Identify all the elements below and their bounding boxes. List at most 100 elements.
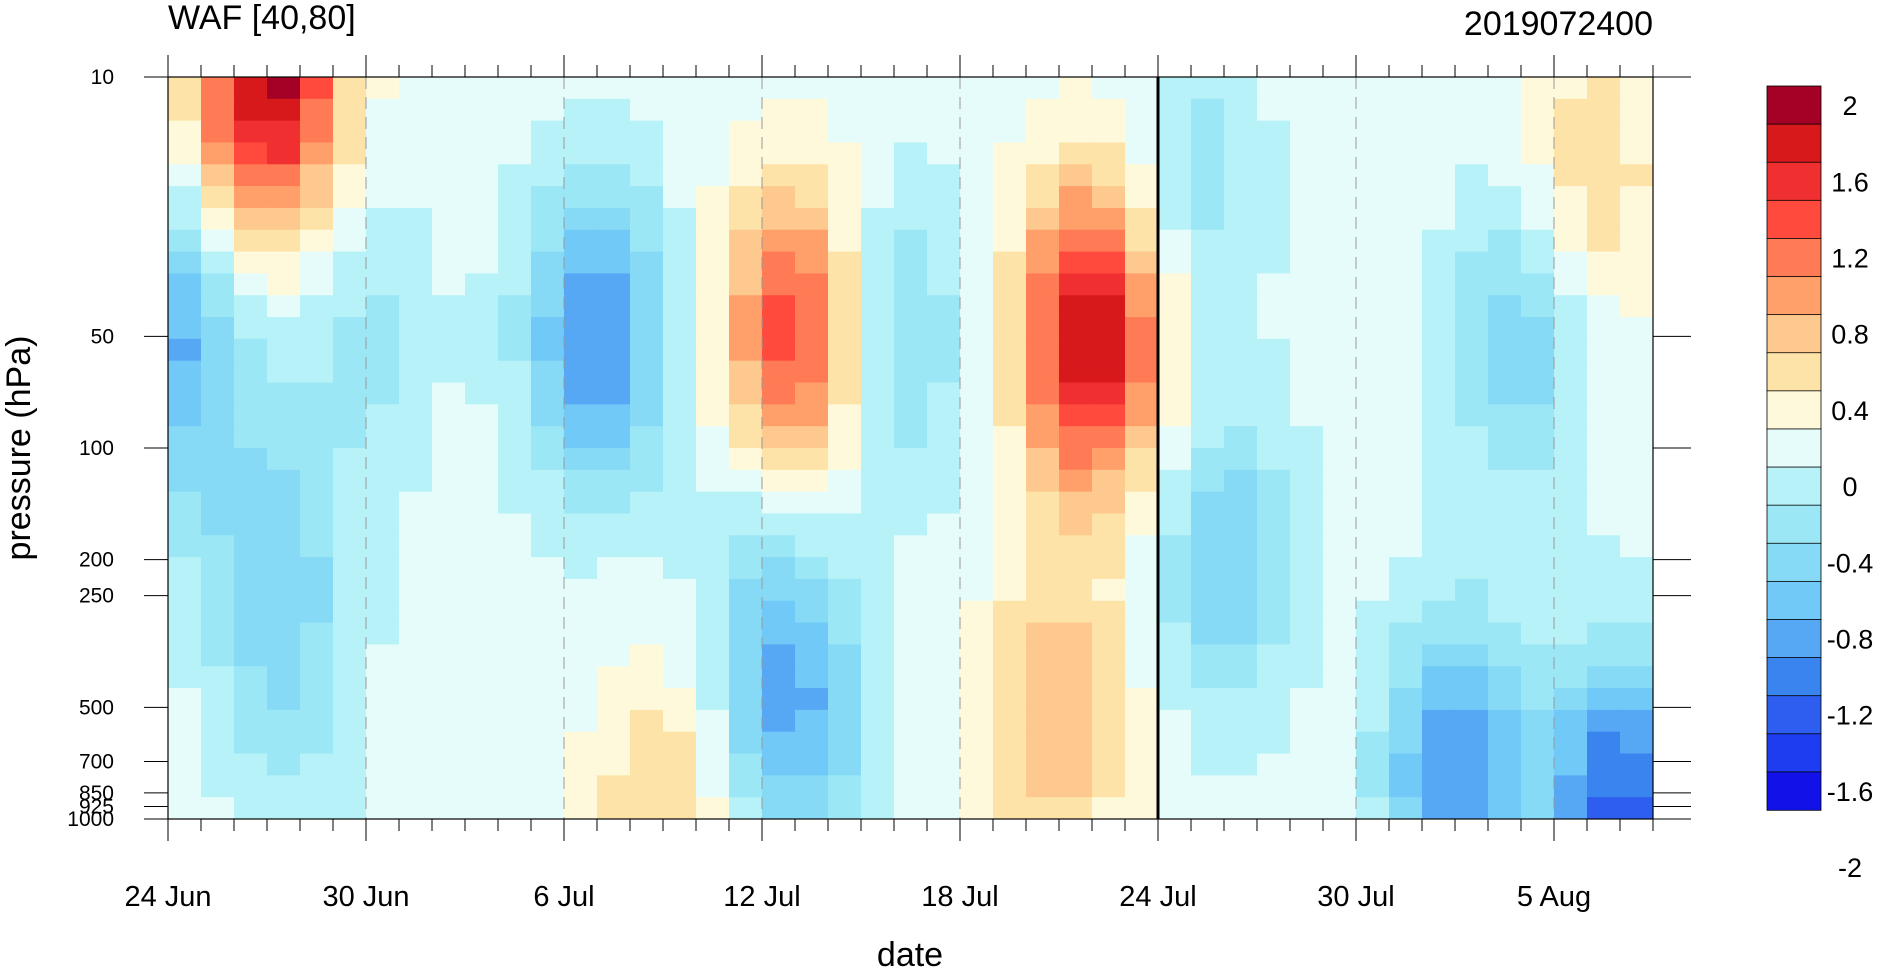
field-cell: [333, 229, 367, 253]
field-cell: [1323, 709, 1357, 733]
field-cell: [894, 644, 928, 667]
field-cell: [1158, 709, 1192, 733]
y-tick-label: 100: [79, 437, 114, 460]
field-cell: [597, 469, 631, 493]
x-tick-labels: 24 Jun 30 Jun 6 Jul 12 Jul 18 Jul 24 Jul 30 Ju…: [124, 881, 1591, 913]
field-cell: [762, 207, 796, 231]
field-cell: [696, 491, 730, 515]
field-cell: [927, 775, 961, 798]
field-cell: [432, 142, 466, 165]
field-cell: [498, 797, 532, 819]
field-cell: [795, 295, 829, 318]
field-cell: [300, 557, 334, 580]
field-cell: [927, 273, 961, 296]
field-cell: [762, 775, 796, 798]
field-cell: [993, 709, 1027, 733]
colorbar-label: -2: [1838, 853, 1862, 883]
field-cell: [1191, 557, 1225, 580]
field-cell: [1191, 186, 1225, 209]
field-cell: [1554, 535, 1588, 558]
field-cell: [1554, 753, 1588, 776]
field-cell: [1521, 469, 1555, 493]
field-cell: [498, 775, 532, 798]
field-cell: [1389, 317, 1423, 340]
field-cell: [1455, 77, 1489, 100]
field-cell: [1323, 360, 1357, 384]
field-cell: [1389, 731, 1423, 755]
field-cell: [1290, 186, 1324, 209]
field-cell: [1587, 578, 1621, 602]
field-cell: [960, 731, 994, 755]
field-cell: [1092, 120, 1126, 144]
field-cell: [300, 535, 334, 558]
field-cell: [1158, 688, 1192, 711]
field-cell: [696, 797, 730, 819]
field-cell: [1026, 229, 1060, 253]
field-cell: [201, 295, 235, 318]
field-cell: [1554, 775, 1588, 798]
field-cell: [1257, 404, 1291, 427]
colorbar-swatch: [1766, 504, 1822, 544]
field-cell: [399, 207, 433, 231]
field-cell: [1488, 600, 1522, 624]
field-cell: [1356, 317, 1390, 340]
field-cell: [894, 360, 928, 384]
field-cell: [531, 578, 565, 602]
field-cell: [1026, 317, 1060, 340]
field-cell: [498, 644, 532, 667]
field-cell: [1521, 775, 1555, 798]
field-cell: [432, 295, 466, 318]
field-cell: [465, 295, 499, 318]
field-cell: [201, 731, 235, 755]
field-cell: [1323, 77, 1357, 100]
field-cell: [1059, 753, 1093, 776]
field-cell: [1620, 251, 1653, 275]
field-cell: [597, 775, 631, 798]
field-cell: [1191, 98, 1225, 122]
field-cell: [234, 469, 268, 493]
field-cell: [1125, 731, 1159, 755]
field-cell: [960, 709, 994, 733]
field-cell: [1422, 317, 1456, 340]
field-cell: [1323, 688, 1357, 711]
field-cell: [1323, 753, 1357, 776]
field-cell: [399, 338, 433, 362]
field-cell: [432, 404, 466, 427]
field-cell: [1092, 229, 1126, 253]
field-cell: [960, 535, 994, 558]
field-cell: [597, 448, 631, 471]
field-cell: [828, 186, 862, 209]
field-cell: [564, 120, 598, 144]
field-cell: [267, 120, 301, 144]
field-cell: [465, 120, 499, 144]
field-cell: [399, 666, 433, 689]
field-cell: [993, 77, 1027, 100]
field-cell: [1191, 317, 1225, 340]
field-cell: [1257, 207, 1291, 231]
field-cell: [927, 142, 961, 165]
field-cell: [1224, 207, 1258, 231]
field-cell: [960, 688, 994, 711]
field-cell: [1059, 317, 1093, 340]
field-cell: [1257, 753, 1291, 776]
field-cell: [1125, 317, 1159, 340]
y-tick-label: 50: [91, 325, 114, 348]
field-cell: [432, 557, 466, 580]
field-cell: [1422, 295, 1456, 318]
field-cell: [894, 98, 928, 122]
field-cell: [1191, 600, 1225, 624]
field-cell: [465, 622, 499, 646]
field-cell: [399, 731, 433, 755]
field-cell: [1356, 775, 1390, 798]
field-cell: [366, 557, 400, 580]
field-cell: [1158, 426, 1192, 449]
field-cell: [861, 666, 895, 689]
field-cell: [1125, 578, 1159, 602]
field-cell: [1224, 77, 1258, 100]
field-cell: [795, 622, 829, 646]
y-tick-label: 700: [79, 751, 114, 774]
field-cell: [696, 644, 730, 667]
field-cell: [267, 797, 301, 819]
field-cell: [1587, 186, 1621, 209]
field-cell: [366, 164, 400, 187]
